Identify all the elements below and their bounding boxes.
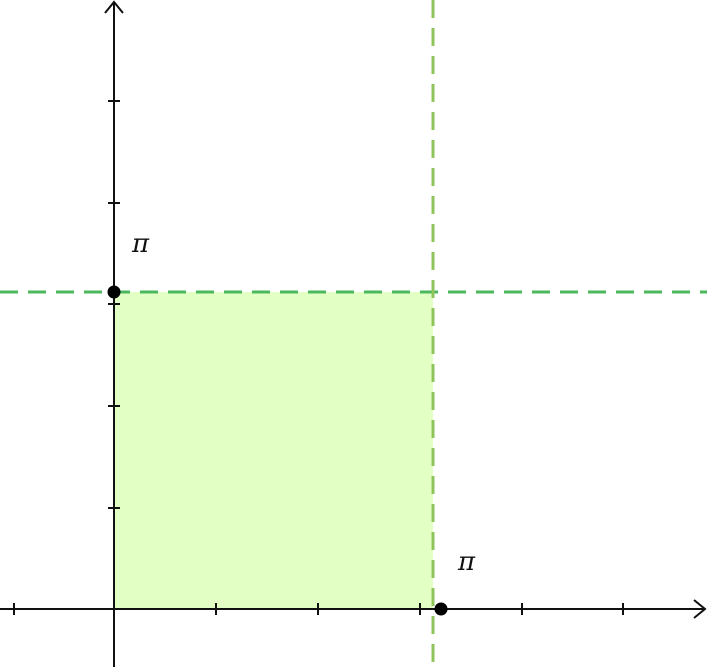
shaded-region bbox=[114, 292, 433, 609]
x-axis-point bbox=[434, 602, 448, 616]
chevron-right-icon bbox=[693, 599, 707, 619]
chevron-up-icon bbox=[104, 0, 124, 14]
y-axis-ticks bbox=[108, 100, 120, 509]
x-axis-ticks bbox=[13, 603, 624, 615]
y-point-label: π bbox=[131, 229, 150, 259]
y-axis-point bbox=[107, 285, 121, 299]
x-point-label: π bbox=[457, 547, 476, 577]
